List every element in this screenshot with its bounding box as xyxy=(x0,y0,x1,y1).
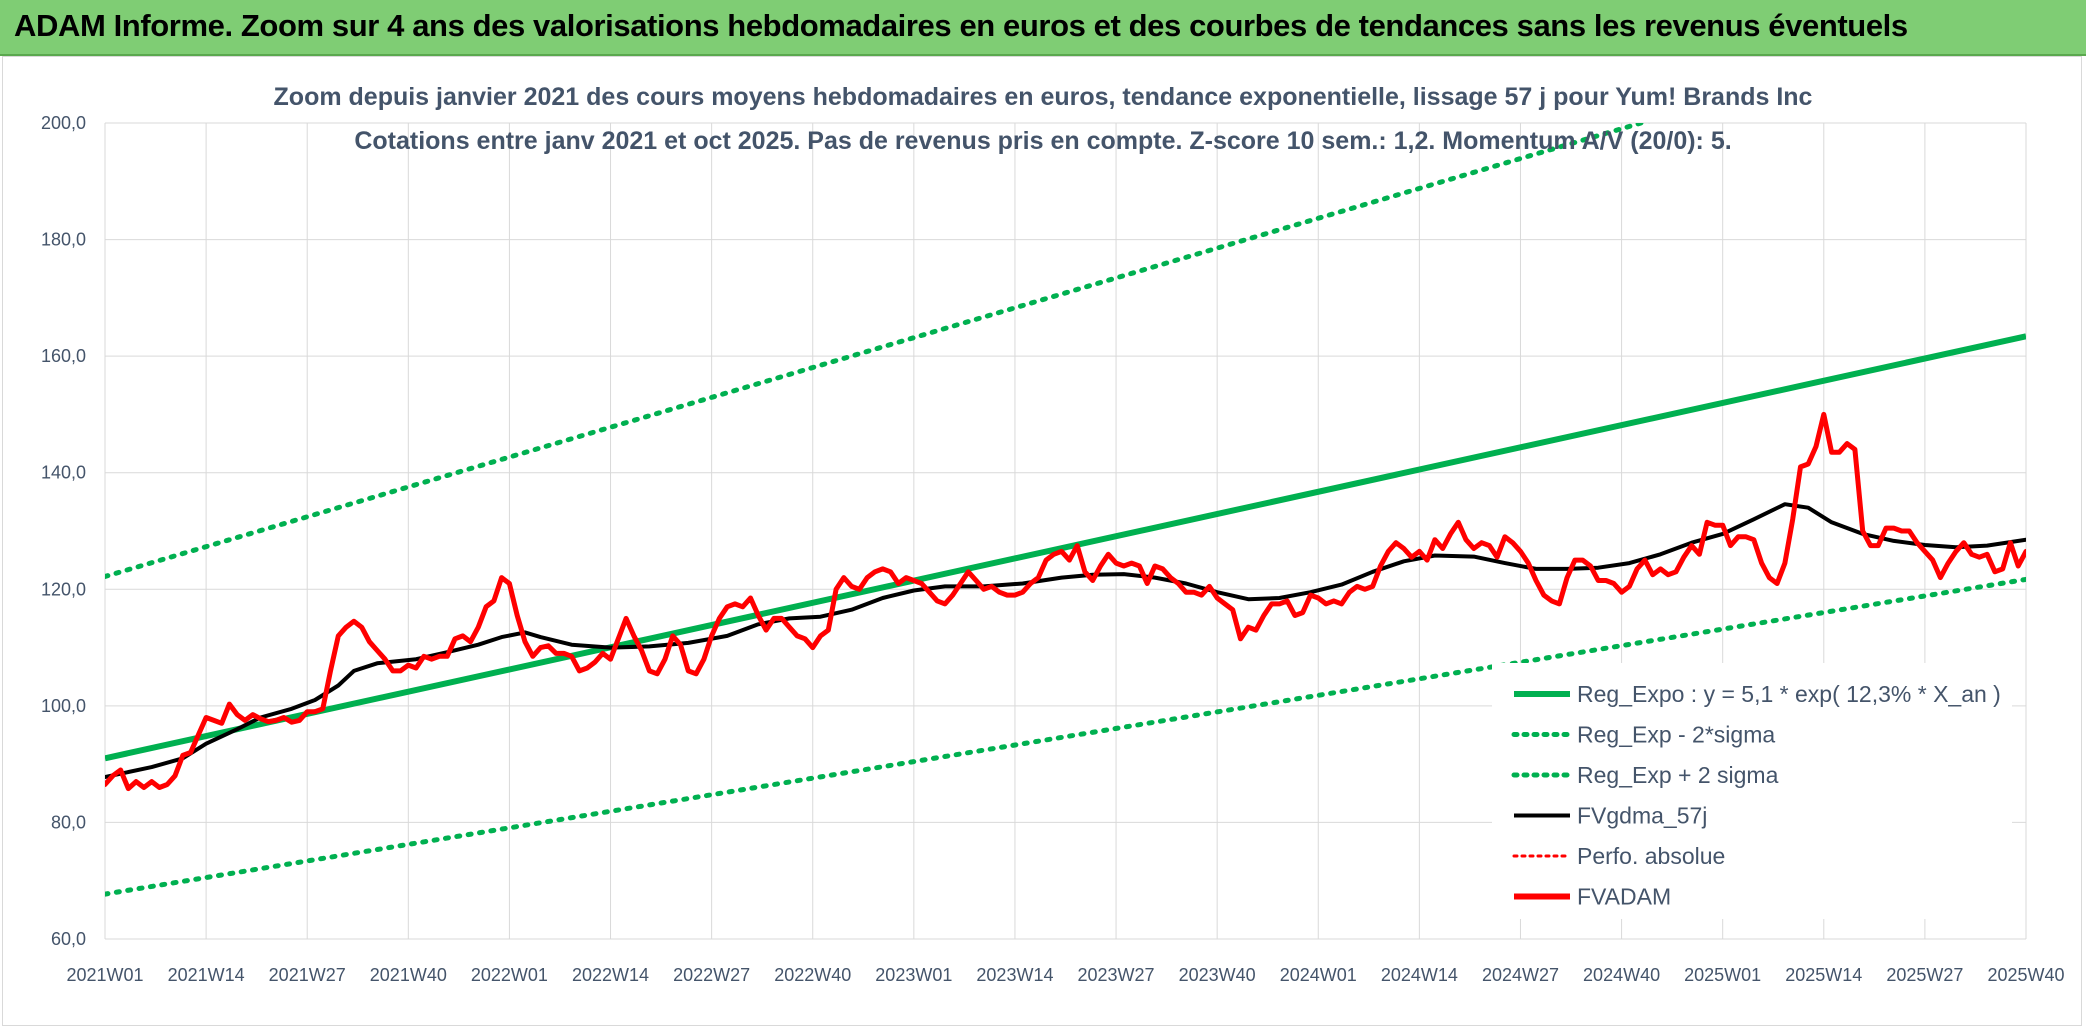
x-tick-label: 2024W40 xyxy=(1583,965,1660,985)
x-tick-label: 2021W40 xyxy=(370,965,447,985)
legend-label: Reg_Exp - 2*sigma xyxy=(1577,722,1775,748)
legend-item-reg_minus: Reg_Exp - 2*sigma xyxy=(1511,722,1775,748)
chart-subtitle: Cotations entre janv 2021 et oct 2025. P… xyxy=(354,127,1732,155)
y-tick-label: 180,0 xyxy=(41,230,86,250)
y-tick-label: 160,0 xyxy=(41,346,86,366)
x-tick-label: 2022W01 xyxy=(471,965,548,985)
chart-frame xyxy=(2,56,2082,1026)
legend-background xyxy=(1492,663,2012,919)
y-tick-label: 80,0 xyxy=(51,812,86,832)
series-line-reg_expo xyxy=(105,333,2026,762)
chart-series xyxy=(105,123,2026,897)
chart-title: Zoom depuis janvier 2021 des cours moyen… xyxy=(273,83,1813,111)
x-tick-label: 2021W27 xyxy=(269,965,346,985)
legend-label: FVgdma_57j xyxy=(1577,803,1707,829)
y-tick-label: 200,0 xyxy=(41,113,86,133)
y-tick-label: 140,0 xyxy=(41,463,86,483)
legend-item-fvadam: FVADAM xyxy=(1514,884,1671,910)
x-tick-label: 2024W14 xyxy=(1381,965,1458,985)
legend-label: Perfo. absolue xyxy=(1577,843,1725,869)
series-line-fvgdma xyxy=(105,502,2026,779)
report-title: ADAM Informe. Zoom sur 4 ans des valoris… xyxy=(14,8,1908,43)
x-tick-label: 2021W01 xyxy=(66,965,143,985)
legend-item-reg_plus: Reg_Exp + 2 sigma xyxy=(1511,762,1779,788)
x-tick-label: 2025W27 xyxy=(1886,965,1963,985)
x-tick-label: 2025W40 xyxy=(1987,965,2064,985)
y-tick-label: 120,0 xyxy=(41,579,86,599)
legend-item-fvgdma: FVgdma_57j xyxy=(1514,803,1707,829)
legend-item-perfo: Perfo. absolue xyxy=(1512,843,1725,869)
x-tick-label: 2025W14 xyxy=(1785,965,1862,985)
x-axis-ticks: 2021W01 2021W14 2021W27 2021W40 2022W01 2022W… xyxy=(66,965,2064,985)
x-tick-label: 2022W27 xyxy=(673,965,750,985)
chart-gridlines xyxy=(104,122,2027,940)
report-banner: ADAM Informe. Zoom sur 4 ans des valoris… xyxy=(0,0,2086,56)
x-tick-label: 2023W40 xyxy=(1179,965,1256,985)
legend-label: Reg_Expo : y = 5,1 * exp( 12,3% * X_an ) xyxy=(1577,681,2001,707)
y-tick-label: 60,0 xyxy=(51,929,86,949)
x-tick-label: 2023W27 xyxy=(1078,965,1155,985)
x-tick-label: 2025W01 xyxy=(1684,965,1761,985)
x-tick-label: 2024W27 xyxy=(1482,965,1559,985)
y-tick-label: 100,0 xyxy=(41,696,86,716)
legend-label: Reg_Exp + 2 sigma xyxy=(1577,762,1779,788)
x-tick-label: 2022W14 xyxy=(572,965,649,985)
y-axis-ticks: 60,0 80,0 100,0 120,0 140,0 160,0 180,0 200,0 xyxy=(41,113,86,949)
legend-label: FVADAM xyxy=(1577,884,1671,910)
x-tick-label: 2022W40 xyxy=(774,965,851,985)
x-tick-label: 2021W14 xyxy=(168,965,245,985)
series-line-reg_plus xyxy=(105,123,1650,579)
x-tick-label: 2023W14 xyxy=(976,965,1053,985)
x-tick-label: 2023W01 xyxy=(875,965,952,985)
series-line-reg_minus xyxy=(105,576,2026,897)
series-line-fvadam xyxy=(105,411,2026,792)
x-tick-label: 2024W01 xyxy=(1280,965,1357,985)
legend-item-reg_expo: Reg_Expo : y = 5,1 * exp( 12,3% * X_an ) xyxy=(1514,681,2001,707)
chart-legend: Reg_Expo : y = 5,1 * exp( 12,3% * X_an )… xyxy=(1511,681,2001,910)
